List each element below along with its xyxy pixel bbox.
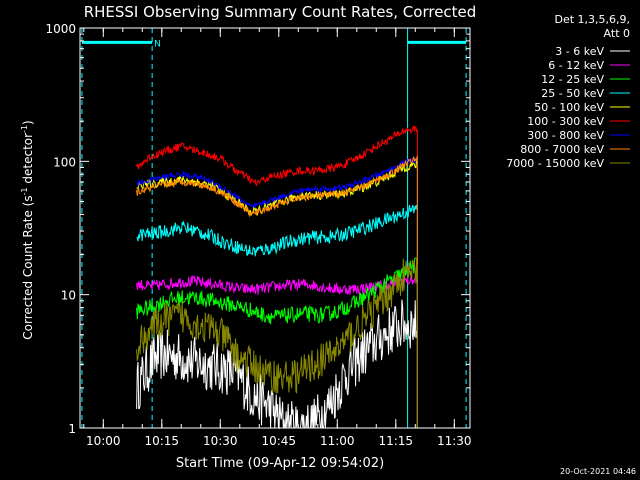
y-axis-title-sup-2: -1 [20,125,29,133]
series-1 [136,299,418,430]
y-axis-title-part-3: ) [21,120,35,125]
series-7 [136,156,418,428]
x-tick-label-3: 10:30 [203,434,238,448]
chart-title: RHESSI Observing Summary Count Rates, Co… [84,3,477,21]
x-tick-label-5: 11:00 [320,434,355,448]
footer-timestamp: 20-Oct-2021 04:46 [560,467,636,476]
series-3 [136,257,418,428]
x-tick-label-4: 10:45 [261,434,296,448]
legend-header-line-2: Att 0 [604,27,630,40]
series-9 [136,257,418,428]
legend-label-2: 6 - 12 keV [548,59,604,72]
legend-header-line-1: Det 1,3,5,6,9, [554,13,630,26]
x-tick-label-1: 10:00 [86,434,121,448]
y-tick-label-1: 1 [68,422,76,436]
legend-label-8: 800 - 7000 keV [520,143,604,156]
x-tick-label-6: 11:15 [378,434,413,448]
y-tick-label-2: 10 [61,289,76,303]
legend-label-4: 25 - 50 keV [541,87,604,100]
x-axis-title: Start Time (09-Apr-12 09:54:02) [176,456,384,471]
legend-label-7: 300 - 800 keV [527,129,604,142]
y-axis-title-part-2: detector [21,133,35,188]
plot-area: N 1 10 100 1000 10:00 10:15 10:30 10:45 11:00 11:1… [45,22,471,448]
legend-label-6: 100 - 300 keV [527,115,604,128]
legend-label-3: 12 - 25 keV [541,73,604,86]
series-6 [136,125,418,428]
x-tick-label-2: 10:15 [144,434,179,448]
y-axis-title-part-1: Corrected Count Rate (s [21,195,35,339]
x-tick-label-7: 11:30 [437,434,472,448]
axes-frame [79,27,471,429]
night-bar-label: N [154,39,161,49]
series-8 [136,155,418,428]
y-tick-label-3: 100 [53,155,76,169]
y-tick-label-4: 1000 [45,22,76,36]
y-axis-title: Corrected Count Rate (s-1 detector-1) [20,120,35,339]
legend-label-1: 3 - 6 keV [555,45,604,58]
legend-label-9: 7000 - 15000 keV [506,157,604,170]
series-4 [136,204,418,428]
y-axis-title-sup-1: -1 [20,187,29,195]
series-2 [136,274,418,428]
legend-label-5: 50 - 100 keV [534,101,604,114]
